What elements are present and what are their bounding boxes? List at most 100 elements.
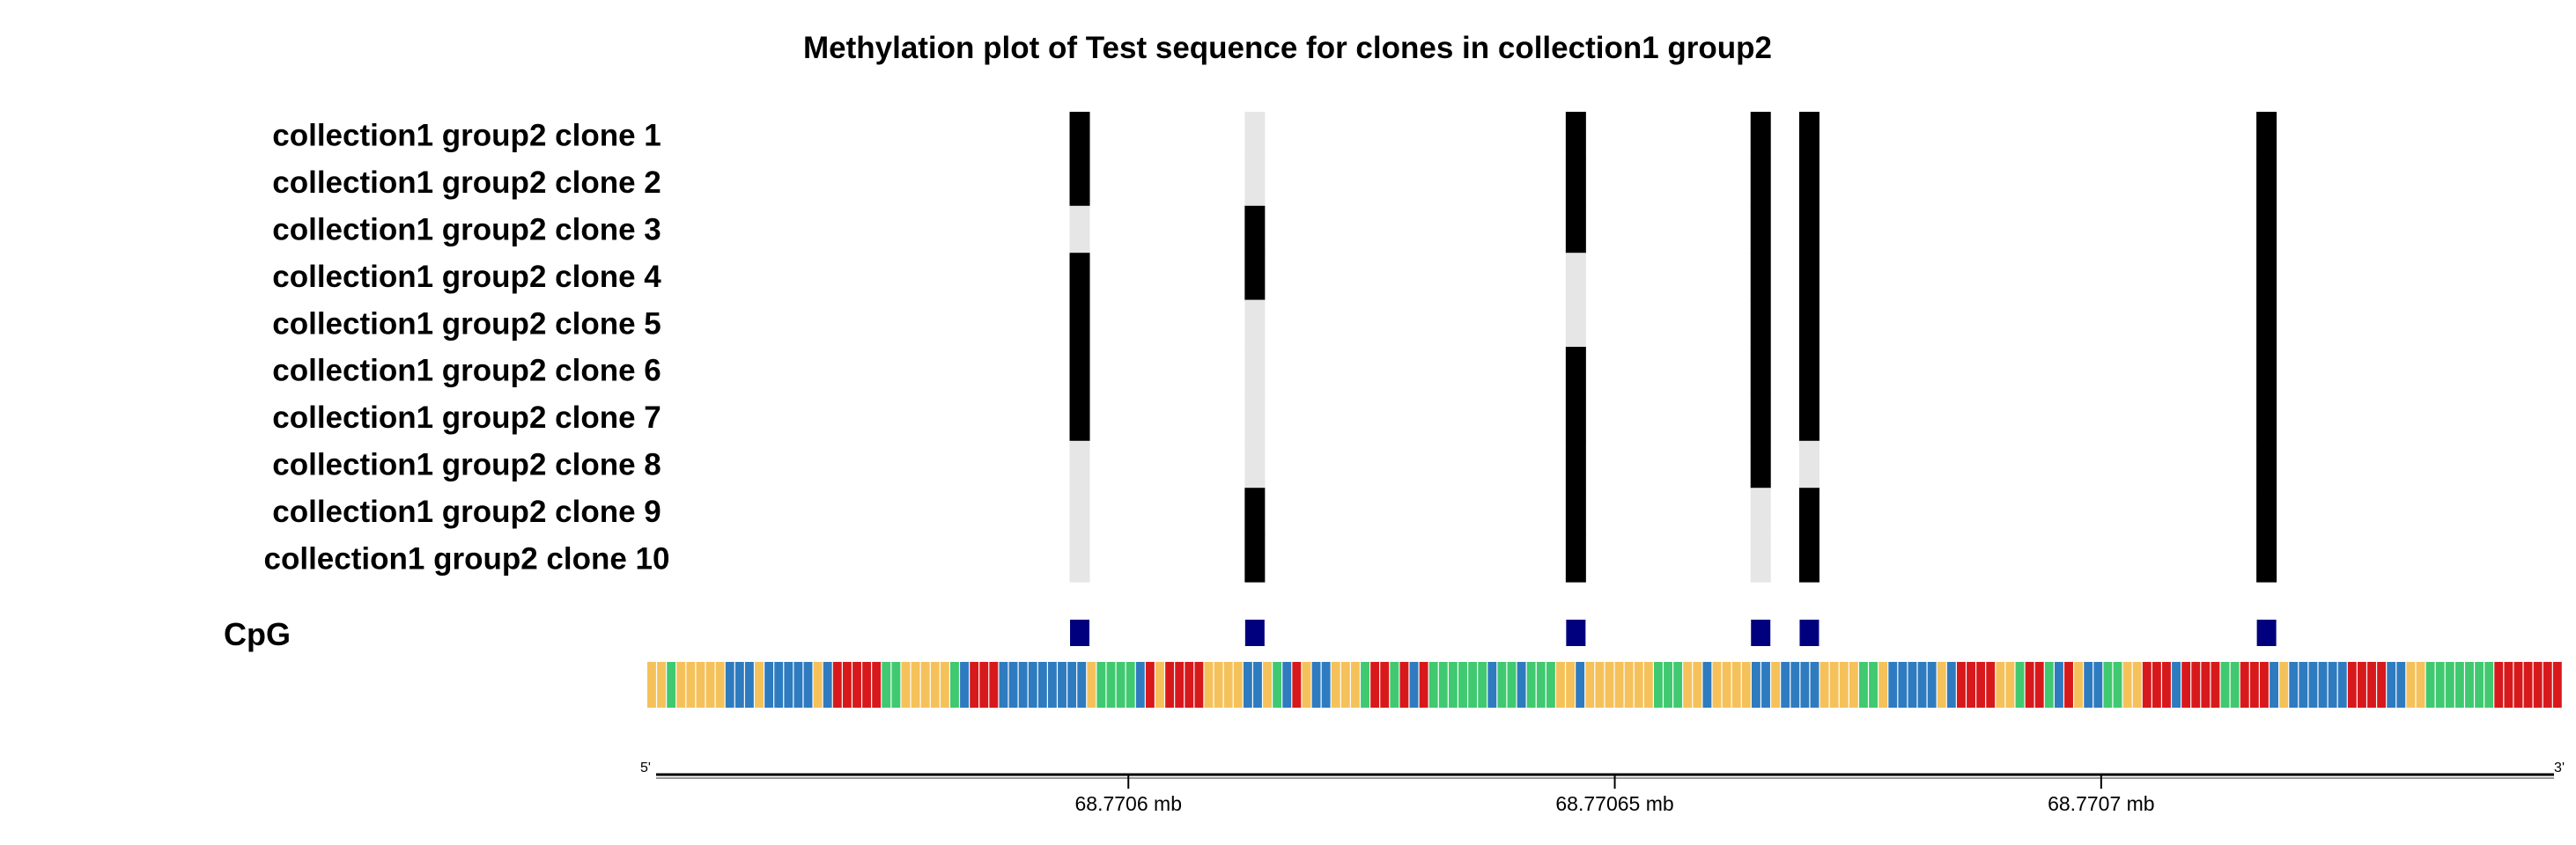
methylation-cell-r6-c4 — [1750, 347, 1771, 394]
methylation-cell-r2-c5 — [1798, 158, 1819, 207]
sequence-base — [1106, 662, 1116, 708]
sequence-base — [1018, 662, 1028, 708]
sequence-base — [2377, 662, 2387, 708]
sequence-base — [2543, 662, 2552, 708]
methylation-cell-r10-c1 — [1069, 534, 1090, 583]
sequence-base — [999, 662, 1008, 708]
sequence-base — [1585, 662, 1595, 708]
sequence-base — [911, 662, 920, 708]
sequence-base — [1956, 662, 1966, 708]
genomic-axis: 5' 3' 68.7706 mb 68.77065 mb 68.7707 mb — [640, 760, 2565, 815]
sequence-base — [2484, 662, 2494, 708]
sequence-base — [2240, 662, 2249, 708]
sequence-base — [2416, 662, 2425, 708]
sequence-base — [1683, 662, 1693, 708]
sequence-base — [1946, 662, 1956, 708]
sequence-base — [1643, 662, 1653, 708]
sequence-base — [667, 662, 676, 708]
sequence-base — [1566, 662, 1576, 708]
sequence-base — [725, 662, 734, 708]
clone-label-4: collection1 group2 clone 4 — [272, 260, 661, 294]
sequence-base — [2494, 662, 2504, 708]
sequence-base — [1087, 662, 1096, 708]
sequence-base — [1917, 662, 1927, 708]
sequence-base — [2337, 662, 2347, 708]
sequence-base — [1390, 662, 1399, 708]
sequence-base — [734, 662, 744, 708]
cpg-markers — [1070, 620, 2277, 646]
sequence-base — [696, 662, 705, 708]
sequence-base — [950, 662, 959, 708]
sequence-base — [1165, 662, 1175, 708]
methylation-cell-r2-c3 — [1565, 158, 1586, 207]
methylation-cell-r2-c6 — [2256, 158, 2277, 207]
methylation-cell-r7-c2 — [1244, 393, 1266, 442]
sequence-base — [1047, 662, 1057, 708]
methylation-cells — [1069, 112, 2277, 583]
methylation-cell-r10-c4 — [1750, 534, 1771, 583]
sequence-base — [2181, 662, 2191, 708]
methylation-cell-r3-c6 — [2256, 205, 2277, 254]
sequence-base — [1878, 662, 1888, 708]
sequence-base — [2504, 662, 2513, 708]
methylation-cell-r5-c1 — [1069, 299, 1090, 348]
clone-label-3: collection1 group2 clone 3 — [272, 213, 661, 247]
sequence-base — [2318, 662, 2328, 708]
methylation-cell-r3-c5 — [1798, 205, 1819, 254]
sequence-base — [1116, 662, 1126, 708]
methylation-cell-r5-c3 — [1565, 299, 1586, 348]
methylation-cell-r4-c5 — [1798, 253, 1819, 301]
sequence-base — [1175, 662, 1185, 708]
sequence-base — [1340, 662, 1350, 708]
sequence-base — [1468, 662, 1478, 708]
clone-label-2: collection1 group2 clone 2 — [272, 165, 661, 200]
sequence-base — [764, 662, 774, 708]
clone-label-7: collection1 group2 clone 7 — [272, 400, 661, 435]
sequence-base — [1624, 662, 1634, 708]
sequence-base — [2357, 662, 2366, 708]
sequence-base — [803, 662, 813, 708]
methylation-cell-r2-c2 — [1244, 158, 1266, 207]
methylation-cell-r5-c2 — [1244, 299, 1266, 348]
methylation-cell-r1-c2 — [1244, 112, 1266, 159]
cpg-marker-5 — [1799, 620, 1819, 646]
sequence-base — [2445, 662, 2454, 708]
sequence-base — [1185, 662, 1194, 708]
sequence-base — [1370, 662, 1380, 708]
sequence-base — [2162, 662, 2171, 708]
sequence-base — [2347, 662, 2357, 708]
methylation-cell-r1-c5 — [1798, 112, 1819, 159]
sequence-base — [2220, 662, 2230, 708]
sequence-base — [1839, 662, 1849, 708]
sequence-base — [970, 662, 979, 708]
methylation-cell-r1-c1 — [1069, 112, 1090, 159]
sequence-base — [2552, 662, 2562, 708]
sequence-base — [2122, 662, 2132, 708]
sequence-base — [1869, 662, 1878, 708]
sequence-base — [1908, 662, 1917, 708]
sequence-base — [1135, 662, 1145, 708]
sequence-base — [1722, 662, 1731, 708]
cpg-row-label: CpG — [224, 616, 291, 652]
methylation-cell-r7-c3 — [1565, 393, 1586, 442]
sequence-base — [1634, 662, 1643, 708]
sequence-base — [1731, 662, 1741, 708]
sequence-base — [920, 662, 930, 708]
sequence-base — [2005, 662, 2015, 708]
methylation-cell-r3-c1 — [1069, 205, 1090, 254]
clone-label-1: collection1 group2 clone 1 — [272, 119, 661, 153]
sequence-base — [2191, 662, 2201, 708]
sequence-base — [1263, 662, 1273, 708]
methylation-cell-r8-c3 — [1565, 440, 1586, 489]
sequence-base — [2113, 662, 2122, 708]
sequence-base — [715, 662, 725, 708]
sequence-base — [1194, 662, 1204, 708]
sequence-base — [2103, 662, 2113, 708]
sequence-base — [1233, 662, 1243, 708]
sequence-base — [2152, 662, 2161, 708]
sequence-base — [2015, 662, 2025, 708]
sequence-base — [1448, 662, 1458, 708]
sequence-base — [862, 662, 872, 708]
sequence-base — [1028, 662, 1037, 708]
methylation-cell-r4-c1 — [1069, 253, 1090, 301]
